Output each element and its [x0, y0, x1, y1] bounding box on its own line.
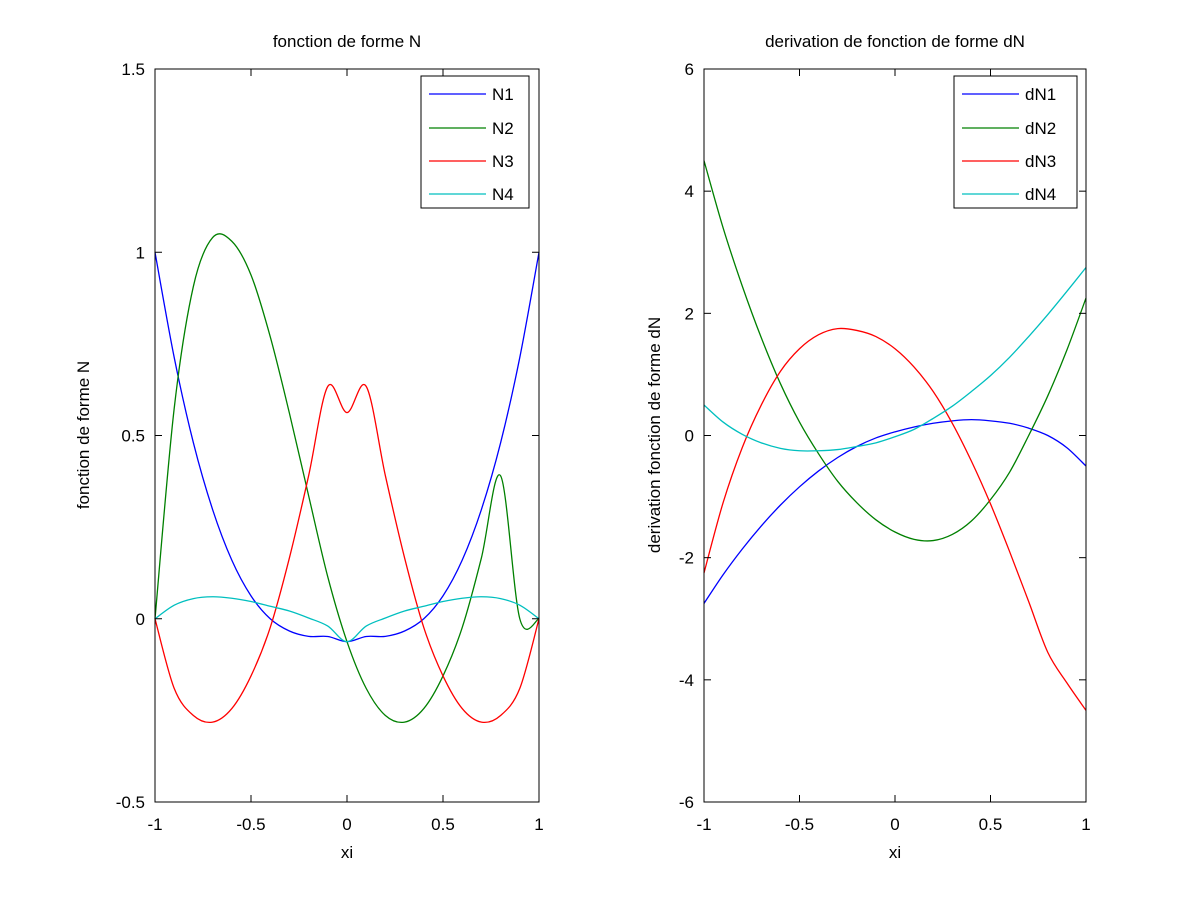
- left-y-tick-label: 0: [136, 610, 145, 629]
- series-line-n3: [154, 383, 540, 724]
- left-x-tick-label: -0.5: [236, 815, 265, 834]
- series-line-dn3: [703, 327, 1087, 711]
- right-x-axis-label: xi: [889, 843, 901, 862]
- right-x-tick-label: -1: [696, 815, 711, 834]
- left-x-tick-label: 1: [534, 815, 543, 834]
- legend-label-n4: N4: [492, 185, 514, 204]
- plot-left: fonction de forme N -1 -0.5 0 0.5 1-0.500.51…: [74, 32, 544, 862]
- right-y-tick-label: 2: [685, 304, 694, 323]
- left-y-tick-label: 0.5: [121, 427, 145, 446]
- left-x-tick-label: 0: [342, 815, 351, 834]
- right-y-tick-label: 4: [685, 182, 694, 201]
- series-line-n2: [154, 233, 540, 724]
- legend-label-dn2: dN2: [1025, 119, 1056, 138]
- legend-label-dn4: dN4: [1025, 185, 1056, 204]
- right-legend-box: [953, 75, 1078, 209]
- series-line-n4: [154, 596, 540, 643]
- right-x-tick-label: 1: [1081, 815, 1090, 834]
- right-ticks: -1 -0.5 0 0.5 1 -6 -4 -2 0 2 4 6: [679, 60, 1091, 834]
- right-y-axis-label: derivation fonction de forme dN: [645, 317, 664, 553]
- legend-label-dn3: dN3: [1025, 152, 1056, 171]
- right-plot-title: derivation de fonction de forme dN: [765, 32, 1025, 51]
- right-legend: dN1 dN2 dN3 dN4: [953, 75, 1078, 209]
- left-x-axis-label: xi: [341, 843, 353, 862]
- legend-label-n3: N3: [492, 152, 514, 171]
- series-line-dn1: [703, 418, 1087, 604]
- right-y-tick-label: 0: [685, 427, 694, 446]
- left-y-axis-label: fonction de forme N: [74, 361, 93, 509]
- left-x-tick-label: 0.5: [431, 815, 455, 834]
- right-y-tick-label: -4: [679, 671, 694, 690]
- right-x-tick-label: 0.5: [979, 815, 1003, 834]
- right-y-tick-label: -6: [679, 793, 694, 812]
- left-y-tick-label: 1: [136, 243, 145, 262]
- series-line-dn2: [703, 160, 1087, 542]
- left-y-tick-label: 1.5: [121, 60, 145, 79]
- right-series-lines: [703, 160, 1087, 711]
- legend-label-n2: N2: [492, 119, 514, 138]
- left-legend-box: [420, 75, 530, 209]
- right-y-tick-label: -2: [679, 549, 694, 568]
- legend-label-n1: N1: [492, 85, 514, 104]
- left-y-tick-label: -0.5: [116, 793, 145, 812]
- left-x-tick-label: -1: [147, 815, 162, 834]
- right-y-tick-label: 6: [685, 60, 694, 79]
- right-x-tick-label: 0: [890, 815, 899, 834]
- left-plot-title: fonction de forme N: [273, 32, 421, 51]
- left-series-lines: [154, 233, 540, 724]
- plot-right: derivation de fonction de forme dN -1 -0.…: [645, 32, 1091, 862]
- right-x-tick-label: -0.5: [785, 815, 814, 834]
- legend-label-dn1: dN1: [1025, 85, 1056, 104]
- left-legend: N1 N2 N3 N4: [420, 75, 530, 209]
- series-line-dn4: [703, 267, 1087, 452]
- left-ticks: -1 -0.5 0 0.5 1-0.500.511.5: [116, 60, 544, 834]
